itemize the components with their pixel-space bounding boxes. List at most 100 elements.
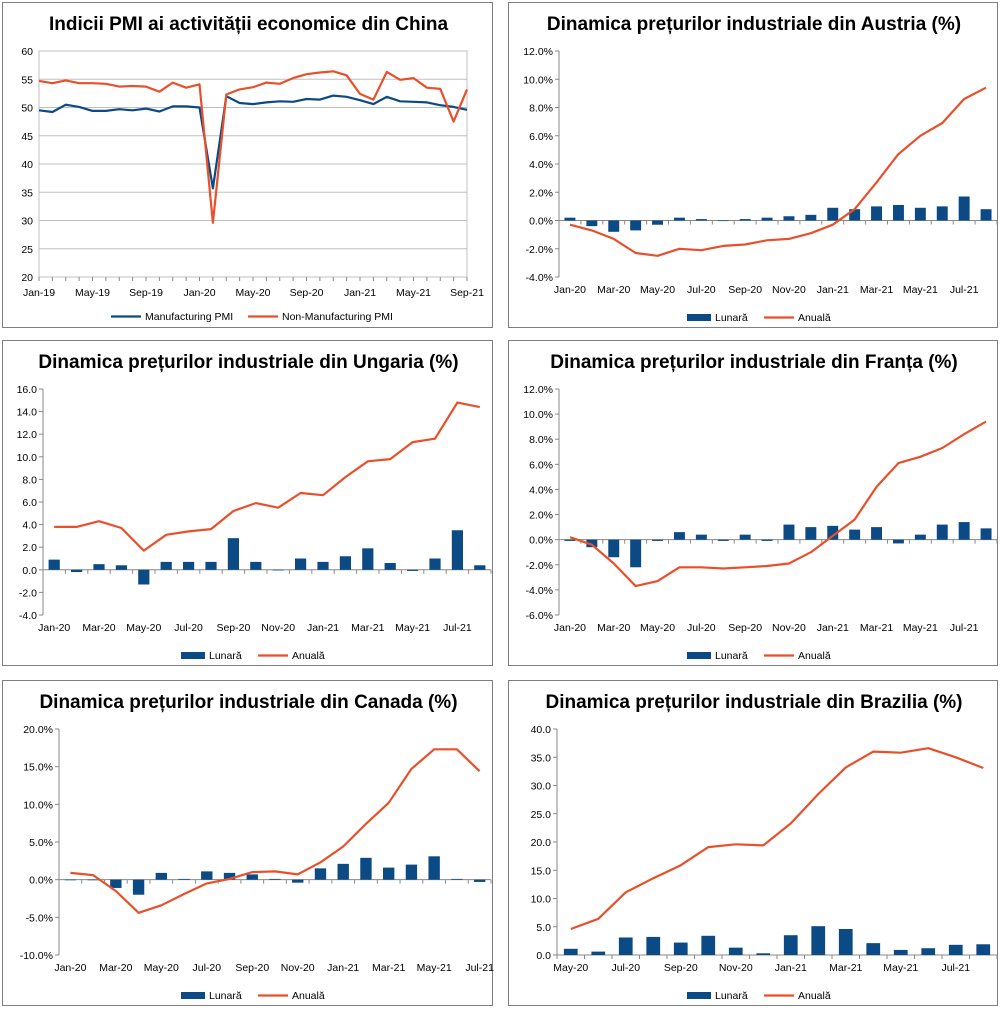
y-tick-label: 30 (21, 216, 33, 228)
x-tick-label: Jul-20 (687, 622, 716, 634)
bar-lunară (728, 947, 743, 955)
bar-lunară (317, 561, 329, 570)
x-tick-label: Sep-20 (728, 622, 762, 634)
x-tick-label: Mar-21 (372, 962, 405, 974)
legend-swatch-bar (181, 652, 205, 659)
bar-lunară (892, 204, 904, 221)
y-tick-label: -4.0% (526, 272, 553, 284)
bar-lunară (138, 569, 150, 585)
bar-lunară (892, 539, 904, 544)
y-tick-label: 10.0% (523, 409, 553, 421)
bar-lunară (451, 878, 463, 880)
bar-lunară (339, 556, 351, 570)
y-tick-label: -2.0% (526, 244, 553, 256)
x-tick-label: Jul-21 (950, 622, 979, 634)
bar-lunară (160, 561, 172, 570)
x-tick-label: Nov-20 (281, 962, 315, 974)
y-tick-label: 10.0 (531, 894, 552, 906)
series-line-anual- (569, 420, 987, 588)
y-tick-label: 20.0 (531, 837, 552, 849)
bar-lunară (921, 948, 936, 955)
chart-china: Indicii PMI ai activității economice din… (21, 14, 484, 323)
x-tick-label: Sep-20 (216, 622, 250, 634)
y-tick-label: 45 (21, 131, 33, 143)
bar-lunară (805, 527, 817, 540)
bar-lunară (384, 563, 396, 570)
chart-austria: Dinamica prețurilor industriale din Aust… (523, 14, 998, 324)
legend-label: Lunară (209, 650, 242, 662)
legend-swatch-bar (687, 314, 711, 321)
bar-lunară (71, 569, 83, 573)
x-tick-label: May-20 (235, 287, 270, 299)
y-tick-label: 4.0% (529, 159, 553, 171)
bar-lunară (936, 206, 948, 221)
bar-lunară (183, 561, 195, 570)
x-tick-label: Mar-21 (860, 622, 893, 634)
series-line-anual- (70, 748, 481, 914)
x-tick-label: Jan-20 (54, 962, 86, 974)
x-tick-label: May-21 (395, 622, 430, 634)
bar-lunară (618, 937, 633, 955)
x-tick-label: Jan-20 (38, 622, 70, 634)
y-tick-label: 12.0 (17, 429, 38, 441)
y-tick-label: -4.0 (19, 610, 37, 622)
bar-lunară (110, 879, 122, 888)
bar-lunară (362, 548, 374, 570)
bar-lunară (246, 874, 258, 880)
x-tick-label: Jan-20 (183, 287, 215, 299)
x-tick-label: May-21 (903, 284, 938, 296)
x-tick-label: May-21 (396, 287, 431, 299)
series-line-anual- (570, 747, 984, 931)
x-tick-label: Nov-20 (719, 962, 753, 974)
series-line-anual- (54, 401, 481, 552)
x-tick-label: Jul-20 (687, 284, 716, 296)
chart-panel-franta: Dinamica prețurilor industriale din Fran… (508, 340, 998, 666)
series-line-anual- (569, 86, 987, 257)
chart-canada: Dinamica prețurilor industriale din Cana… (20, 692, 494, 1002)
y-tick-label: 55 (21, 74, 33, 86)
chart-ungaria: Dinamica prețurilor industriale din Unga… (17, 352, 492, 662)
y-tick-label: 10.0% (23, 799, 53, 811)
bar-lunară (405, 864, 418, 880)
chart-panel-ungaria: Dinamica prețurilor industriale din Unga… (2, 340, 493, 666)
bar-lunară (695, 534, 707, 540)
x-tick-label: Sep-19 (129, 287, 163, 299)
bar-lunară (958, 522, 970, 540)
y-tick-label: 5.0% (29, 837, 53, 849)
bar-lunară (93, 564, 105, 570)
bar-lunară (360, 857, 372, 880)
y-tick-label: 6.0 (22, 497, 37, 509)
x-tick-label: Jan-21 (817, 622, 849, 634)
series-line-non-manufacturing-pmi (38, 70, 469, 224)
chart-panel-austria: Dinamica prețurilor industriale din Aust… (508, 2, 998, 328)
bar-lunară (849, 529, 861, 540)
legend-label: Anuală (292, 990, 325, 1002)
x-tick-label: Jul-21 (465, 962, 494, 974)
bar-lunară (87, 879, 99, 881)
y-tick-label: 12.0% (523, 384, 553, 396)
bar-lunară (563, 948, 578, 955)
x-tick-label: Jan-19 (23, 287, 55, 299)
bar-lunară (295, 558, 307, 570)
bar-lunară (227, 538, 239, 570)
bar-lunară (115, 565, 127, 570)
x-tick-label: Mar-21 (860, 284, 893, 296)
bar-lunară (914, 534, 926, 540)
y-tick-label: -5.0% (26, 912, 53, 924)
x-tick-label: Jul-20 (611, 962, 640, 974)
x-tick-label: Sep-20 (664, 962, 698, 974)
legend-label: Lunară (209, 990, 242, 1002)
y-tick-label: 25 (21, 244, 33, 256)
bar-lunară (761, 539, 773, 541)
x-tick-label: Sep-20 (728, 284, 762, 296)
y-tick-label: 0.0 (536, 950, 551, 962)
y-tick-label: 35.0 (531, 752, 552, 764)
bar-lunară (827, 525, 839, 540)
bar-lunară (701, 935, 716, 955)
legend-label: Anuală (798, 312, 831, 324)
bar-lunară (783, 524, 795, 540)
bar-lunară (976, 944, 991, 955)
y-tick-label: -10.0% (20, 950, 53, 962)
x-tick-label: May-21 (417, 962, 452, 974)
x-tick-label: May-21 (903, 622, 938, 634)
